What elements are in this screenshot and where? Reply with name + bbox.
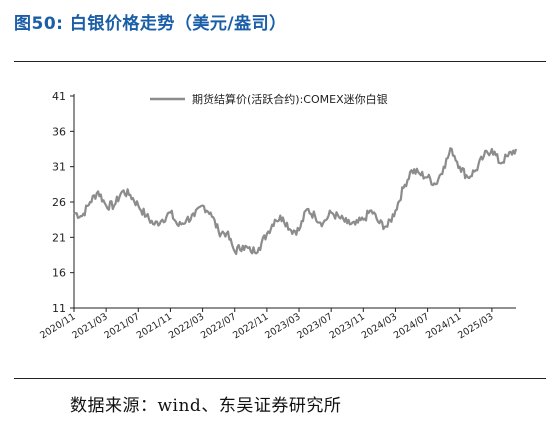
series-layer xyxy=(73,147,518,256)
x-tick-label: 2024/07 xyxy=(392,311,431,341)
y-tick-label: 21 xyxy=(52,231,66,244)
x-tick-label: 2021/03 xyxy=(70,311,109,341)
x-tick-label: 2020/11 xyxy=(38,311,77,341)
x-tick-label: 2022/07 xyxy=(199,311,238,341)
chart-axes xyxy=(73,94,516,309)
y-tick-label: 41 xyxy=(52,90,66,103)
x-tick-label: 2023/03 xyxy=(263,311,302,341)
bottom-rule xyxy=(14,378,546,379)
x-tick-label: 2022/11 xyxy=(231,311,270,341)
y-tick-label: 16 xyxy=(52,267,66,280)
figure-title: 图50: 白银价格走势（美元/盎司） xyxy=(14,14,287,34)
legend-label: 期货结算价(活跃合约):COMEX迷你白银 xyxy=(192,92,388,106)
x-tick-label: 2023/07 xyxy=(295,311,334,341)
y-tick-label: 11 xyxy=(52,302,66,315)
y-tick-label: 26 xyxy=(52,196,66,209)
y-axis-ticks: 11 16 21 26 31 36 41 xyxy=(52,90,74,315)
x-tick-label: 2025/03 xyxy=(456,311,495,341)
x-tick-label: 2021/07 xyxy=(103,311,142,341)
chart-legend: 期货结算价(活跃合约):COMEX迷你白银 xyxy=(150,92,388,106)
series-line xyxy=(73,147,518,256)
silver-price-chart: 11 16 21 26 31 36 41 2020/112021/032021/072021… xyxy=(38,90,518,341)
top-rule xyxy=(14,61,546,62)
x-tick-label: 2024/11 xyxy=(424,311,463,341)
x-tick-label: 2023/11 xyxy=(328,311,367,341)
source-note: 数据来源：wind、东吴证券研究所 xyxy=(70,396,342,416)
y-tick-label: 31 xyxy=(52,161,66,174)
x-tick-label: 2024/03 xyxy=(360,311,399,341)
x-tick-label: 2021/11 xyxy=(135,311,174,341)
y-tick-label: 36 xyxy=(52,125,66,138)
x-axis-ticks: 2020/112021/032021/072021/112022/032022/… xyxy=(38,308,495,341)
x-tick-label: 2022/03 xyxy=(167,311,206,341)
